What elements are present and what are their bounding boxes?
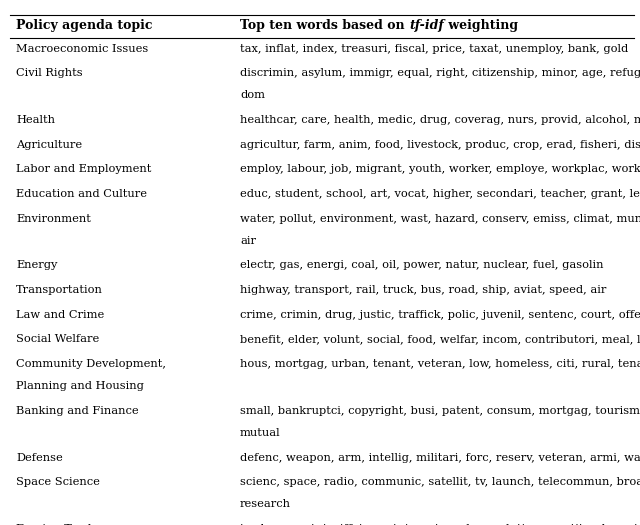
Text: Top ten words based on: Top ten words based on [240, 19, 409, 32]
Text: electr, gas, energi, coal, oil, power, natur, nuclear, fuel, gasolin: electr, gas, energi, coal, oil, power, n… [240, 260, 604, 270]
Text: Agriculture: Agriculture [16, 140, 82, 150]
Text: Education and Culture: Education and Culture [16, 189, 147, 199]
Text: weighting: weighting [444, 19, 518, 32]
Text: discrimin, asylum, immigr, equal, right, citizenship, minor, age, refuge, free-: discrimin, asylum, immigr, equal, right,… [240, 68, 640, 78]
Text: Environment: Environment [16, 214, 91, 224]
Text: Foreign Trade: Foreign Trade [16, 524, 99, 525]
Text: highway, transport, rail, truck, bus, road, ship, aviat, speed, air: highway, transport, rail, truck, bus, ro… [240, 285, 606, 295]
Text: scienc, space, radio, communic, satellit, tv, launch, telecommun, broadcast,: scienc, space, radio, communic, satellit… [240, 477, 640, 487]
Text: crime, crimin, drug, justic, traffick, polic, juvenil, sentenc, court, offend: crime, crimin, drug, justic, traffick, p… [240, 310, 640, 320]
Text: Macroeconomic Issues: Macroeconomic Issues [16, 44, 148, 54]
Text: Banking and Finance: Banking and Finance [16, 406, 139, 416]
Text: Health: Health [16, 115, 55, 125]
Text: Civil Rights: Civil Rights [16, 68, 83, 78]
Text: air: air [240, 236, 256, 246]
Text: Social Welfare: Social Welfare [16, 334, 99, 344]
Text: healthcar, care, health, medic, drug, coverag, nurs, provid, alcohol, mental: healthcar, care, health, medic, drug, co… [240, 115, 640, 125]
Text: hous, mortgag, urban, tenant, veteran, low, homeless, citi, rural, tenanc: hous, mortgag, urban, tenant, veteran, l… [240, 359, 640, 369]
Text: tf-idf: tf-idf [409, 19, 444, 32]
Text: defenc, weapon, arm, intellig, militari, forc, reserv, veteran, armi, war: defenc, weapon, arm, intellig, militari,… [240, 453, 640, 463]
Text: agricultur, farm, anim, food, livestock, produc, crop, erad, fisheri, diseas: agricultur, farm, anim, food, livestock,… [240, 140, 640, 150]
Text: water, pollut, environment, wast, hazard, conserv, emiss, climat, municip,: water, pollut, environment, wast, hazard… [240, 214, 640, 224]
Text: Energy: Energy [16, 260, 58, 270]
Text: Space Science: Space Science [16, 477, 100, 487]
Text: research: research [240, 499, 291, 509]
Text: Planning and Housing: Planning and Housing [16, 381, 144, 391]
Text: mutual: mutual [240, 428, 280, 438]
Text: Policy agenda topic: Policy agenda topic [16, 19, 152, 32]
Text: Defense: Defense [16, 453, 63, 463]
Text: dom: dom [240, 90, 265, 100]
Text: benefit, elder, volunt, social, food, welfar, incom, contributori, meal, lunch: benefit, elder, volunt, social, food, we… [240, 334, 640, 344]
Text: Law and Crime: Law and Crime [16, 310, 104, 320]
Text: tax, inflat, index, treasuri, fiscal, price, taxat, unemploy, bank, gold: tax, inflat, index, treasuri, fiscal, pr… [240, 44, 628, 54]
Text: educ, student, school, art, vocat, higher, secondari, teacher, grant, learn: educ, student, school, art, vocat, highe… [240, 189, 640, 199]
Text: employ, labour, job, migrant, youth, worker, employe, workplac, work, train: employ, labour, job, migrant, youth, wor… [240, 164, 640, 174]
Text: trade, export, tariff, import, invest, exchang, duti, competit, u.k, restrict: trade, export, tariff, import, invest, e… [240, 524, 640, 525]
Text: Community Development,: Community Development, [16, 359, 166, 369]
Text: Labor and Employment: Labor and Employment [16, 164, 152, 174]
Text: Transportation: Transportation [16, 285, 103, 295]
Text: small, bankruptci, copyright, busi, patent, consum, mortgag, tourism, sport,: small, bankruptci, copyright, busi, pate… [240, 406, 640, 416]
